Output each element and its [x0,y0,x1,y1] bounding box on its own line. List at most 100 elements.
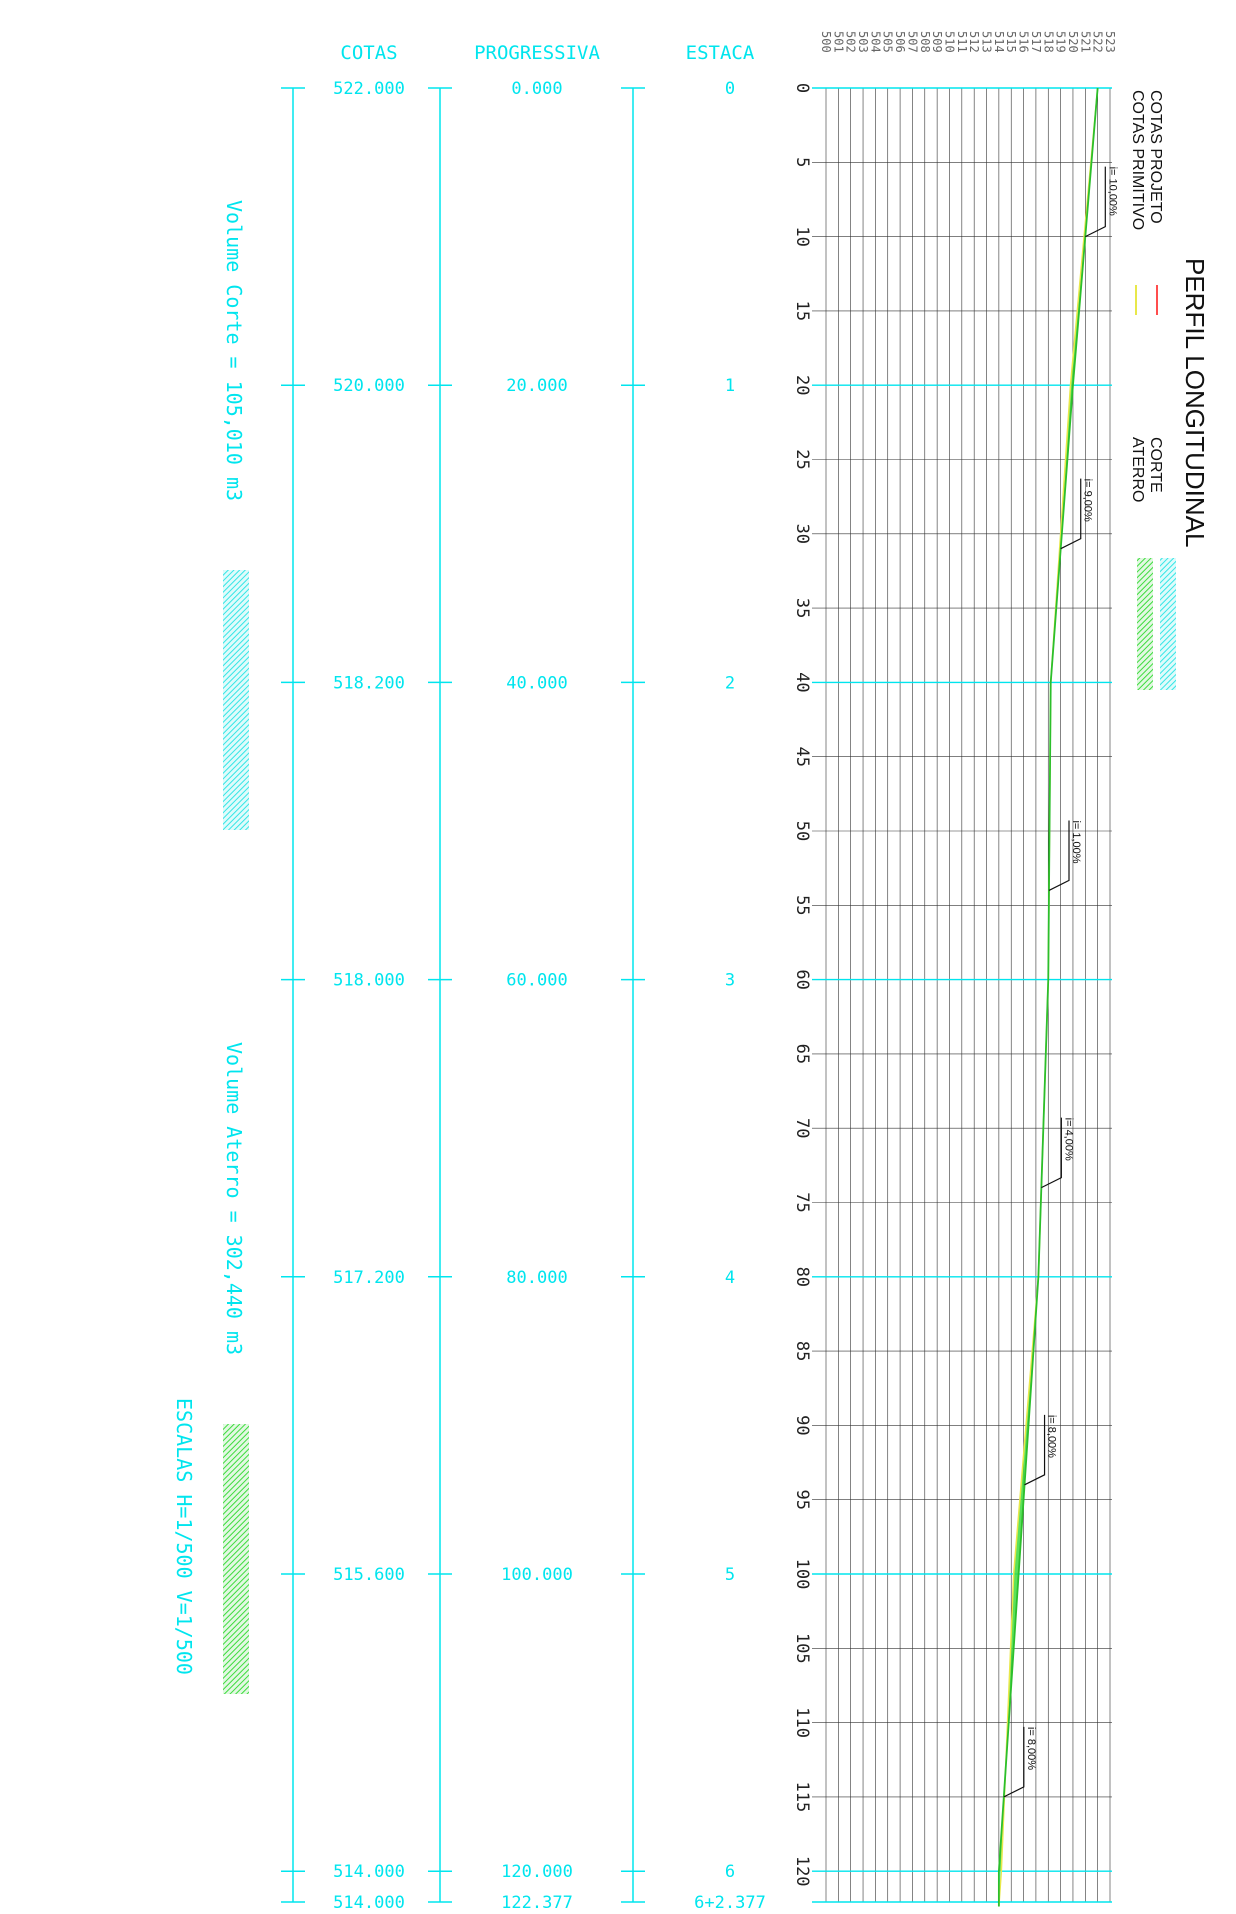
row-cota: 517.200 [333,1268,405,1288]
elevation-tick-label: 512 [967,31,981,53]
slope-label: i= 8,00% [1025,1727,1037,1770]
row-progressiva: 60.000 [506,971,567,991]
row-cota: 518.200 [333,673,405,693]
distance-tick-label: 35 [792,598,812,618]
elevation-tick-label: 510 [942,31,956,53]
header-progressiva: PROGRESSIVA [474,42,600,64]
header-cotas: COTAS [340,42,397,64]
elevation-tick-label: 507 [905,31,919,53]
row-estaca: 4 [725,1268,735,1288]
elevation-tick-label: 522 [1091,31,1105,53]
elevation-tick-label: 502 [844,31,858,53]
elevation-tick-label: 513 [980,31,994,53]
distance-tick-label: 10 [792,226,812,246]
row-estaca: 1 [725,376,735,396]
volume-corte-label: Volume Corte = 105,010 m3 [222,200,246,501]
row-estaca: 2 [725,673,735,693]
elevation-tick-label: 509 [930,31,944,53]
row-estaca: 0 [725,79,735,99]
distance-tick-label: 85 [792,1341,812,1361]
slope-leader [1003,1726,1025,1798]
distance-tick-label: 100 [792,1559,812,1590]
elevation-tick-label: 500 [819,31,833,53]
elevation-tick-label: 521 [1078,31,1092,53]
elevation-tick-label: 518 [1041,31,1055,53]
volume-corte-swatch [223,570,249,830]
legend-projeto-label: COTAS PROJETO [1147,90,1164,224]
row-estaca: 5 [725,1565,735,1585]
row-progressiva: 122.377 [501,1893,573,1913]
legend-aterro-label: ATERRO [1129,437,1146,502]
row-cota: 515.600 [333,1565,405,1585]
distance-tick-label: 115 [792,1782,812,1813]
distance-tick-label: 40 [792,672,812,692]
slope-leader [1041,1117,1062,1189]
elevation-tick-label: 503 [856,31,870,53]
distance-tick-label: 55 [792,895,812,915]
slope-labels: i= 10,00% i= 9,00% i= 1,00% i= 4,00% i= 8,00… [1003,166,1118,1798]
slope-leader [1060,478,1082,550]
profile-grid: 0510152025303540455055606570758085909510… [792,31,1117,1903]
data-table [292,88,634,1902]
profile-lines [997,87,1099,1907]
elevation-tick-label: 515 [1004,31,1018,53]
row-cota: 514.000 [333,1862,405,1882]
row-progressiva: 120.000 [501,1862,573,1882]
volume-aterro-label: Volume Aterro = 302,440 m3 [222,1042,246,1355]
slope-label: i= 8,00% [1046,1415,1058,1458]
elevation-tick-label: 501 [831,31,845,53]
row-cota: 522.000 [333,79,405,99]
elevation-tick-label: 519 [1054,31,1068,53]
elevation-tick-label: 504 [868,31,882,53]
row-estaca: 6 [725,1862,735,1882]
slope-label: i= 1,00% [1070,820,1082,863]
legend-corte-label: CORTE [1147,437,1164,493]
distance-tick-label: 15 [792,301,812,321]
row-estaca: 3 [725,971,735,991]
projeto-line [997,87,1099,1907]
row-cota: 514.000 [333,1893,405,1913]
row-progressiva: 100.000 [501,1565,573,1585]
elevation-tick-label: 516 [1017,31,1031,53]
slope-label: i= 4,00% [1062,1118,1074,1161]
header-estaca: ESTACA [686,42,755,64]
distance-tick-label: 70 [792,1118,812,1138]
elevation-tick-label: 506 [893,31,907,53]
distance-tick-label: 25 [792,449,812,469]
distance-tick-label: 95 [792,1489,812,1509]
distance-tick-label: 80 [792,1267,812,1287]
legend-aterro-swatch [1137,558,1153,690]
legend-corte-swatch [1160,558,1176,690]
elevation-tick-label: 517 [1029,31,1043,53]
distance-tick-label: 0 [792,83,812,93]
distance-tick-label: 110 [792,1707,812,1738]
elevation-tick-label: 514 [992,31,1006,53]
row-progressiva: 80.000 [506,1268,567,1288]
volume-aterro-swatch [223,1424,249,1694]
row-progressiva: 0.000 [511,79,562,99]
distance-tick-label: 105 [792,1633,812,1664]
row-progressiva: 40.000 [506,673,567,693]
row-estaca: 6+2.377 [694,1893,766,1913]
slope-leader [1085,166,1106,238]
slope-leader [1024,1414,1046,1486]
distance-tick-label: 65 [792,1044,812,1064]
elevation-tick-label: 523 [1103,31,1117,53]
distance-tick-label: 5 [792,157,812,167]
elevation-tick-label: 508 [918,31,932,53]
distance-tick-label: 50 [792,821,812,841]
row-progressiva: 20.000 [506,376,567,396]
distance-tick-label: 90 [792,1415,812,1435]
elevation-tick-label: 511 [955,31,969,53]
distance-tick-label: 45 [792,746,812,766]
elevation-tick-label: 520 [1066,31,1080,53]
table-rows: 522.000 0.000 0 520.000 20.000 1 518.200 40.000… [281,79,766,1913]
distance-tick-label: 120 [792,1856,812,1887]
row-cota: 520.000 [333,376,405,396]
legend-primitivo-label: COTAS PRIMITIVO [1129,90,1146,230]
page-title: PERFIL LONGITUDINAL [1180,258,1210,547]
elevation-tick-label: 505 [881,31,895,53]
row-cota: 518.000 [333,971,405,991]
slope-label: i= 10,00% [1106,167,1118,216]
